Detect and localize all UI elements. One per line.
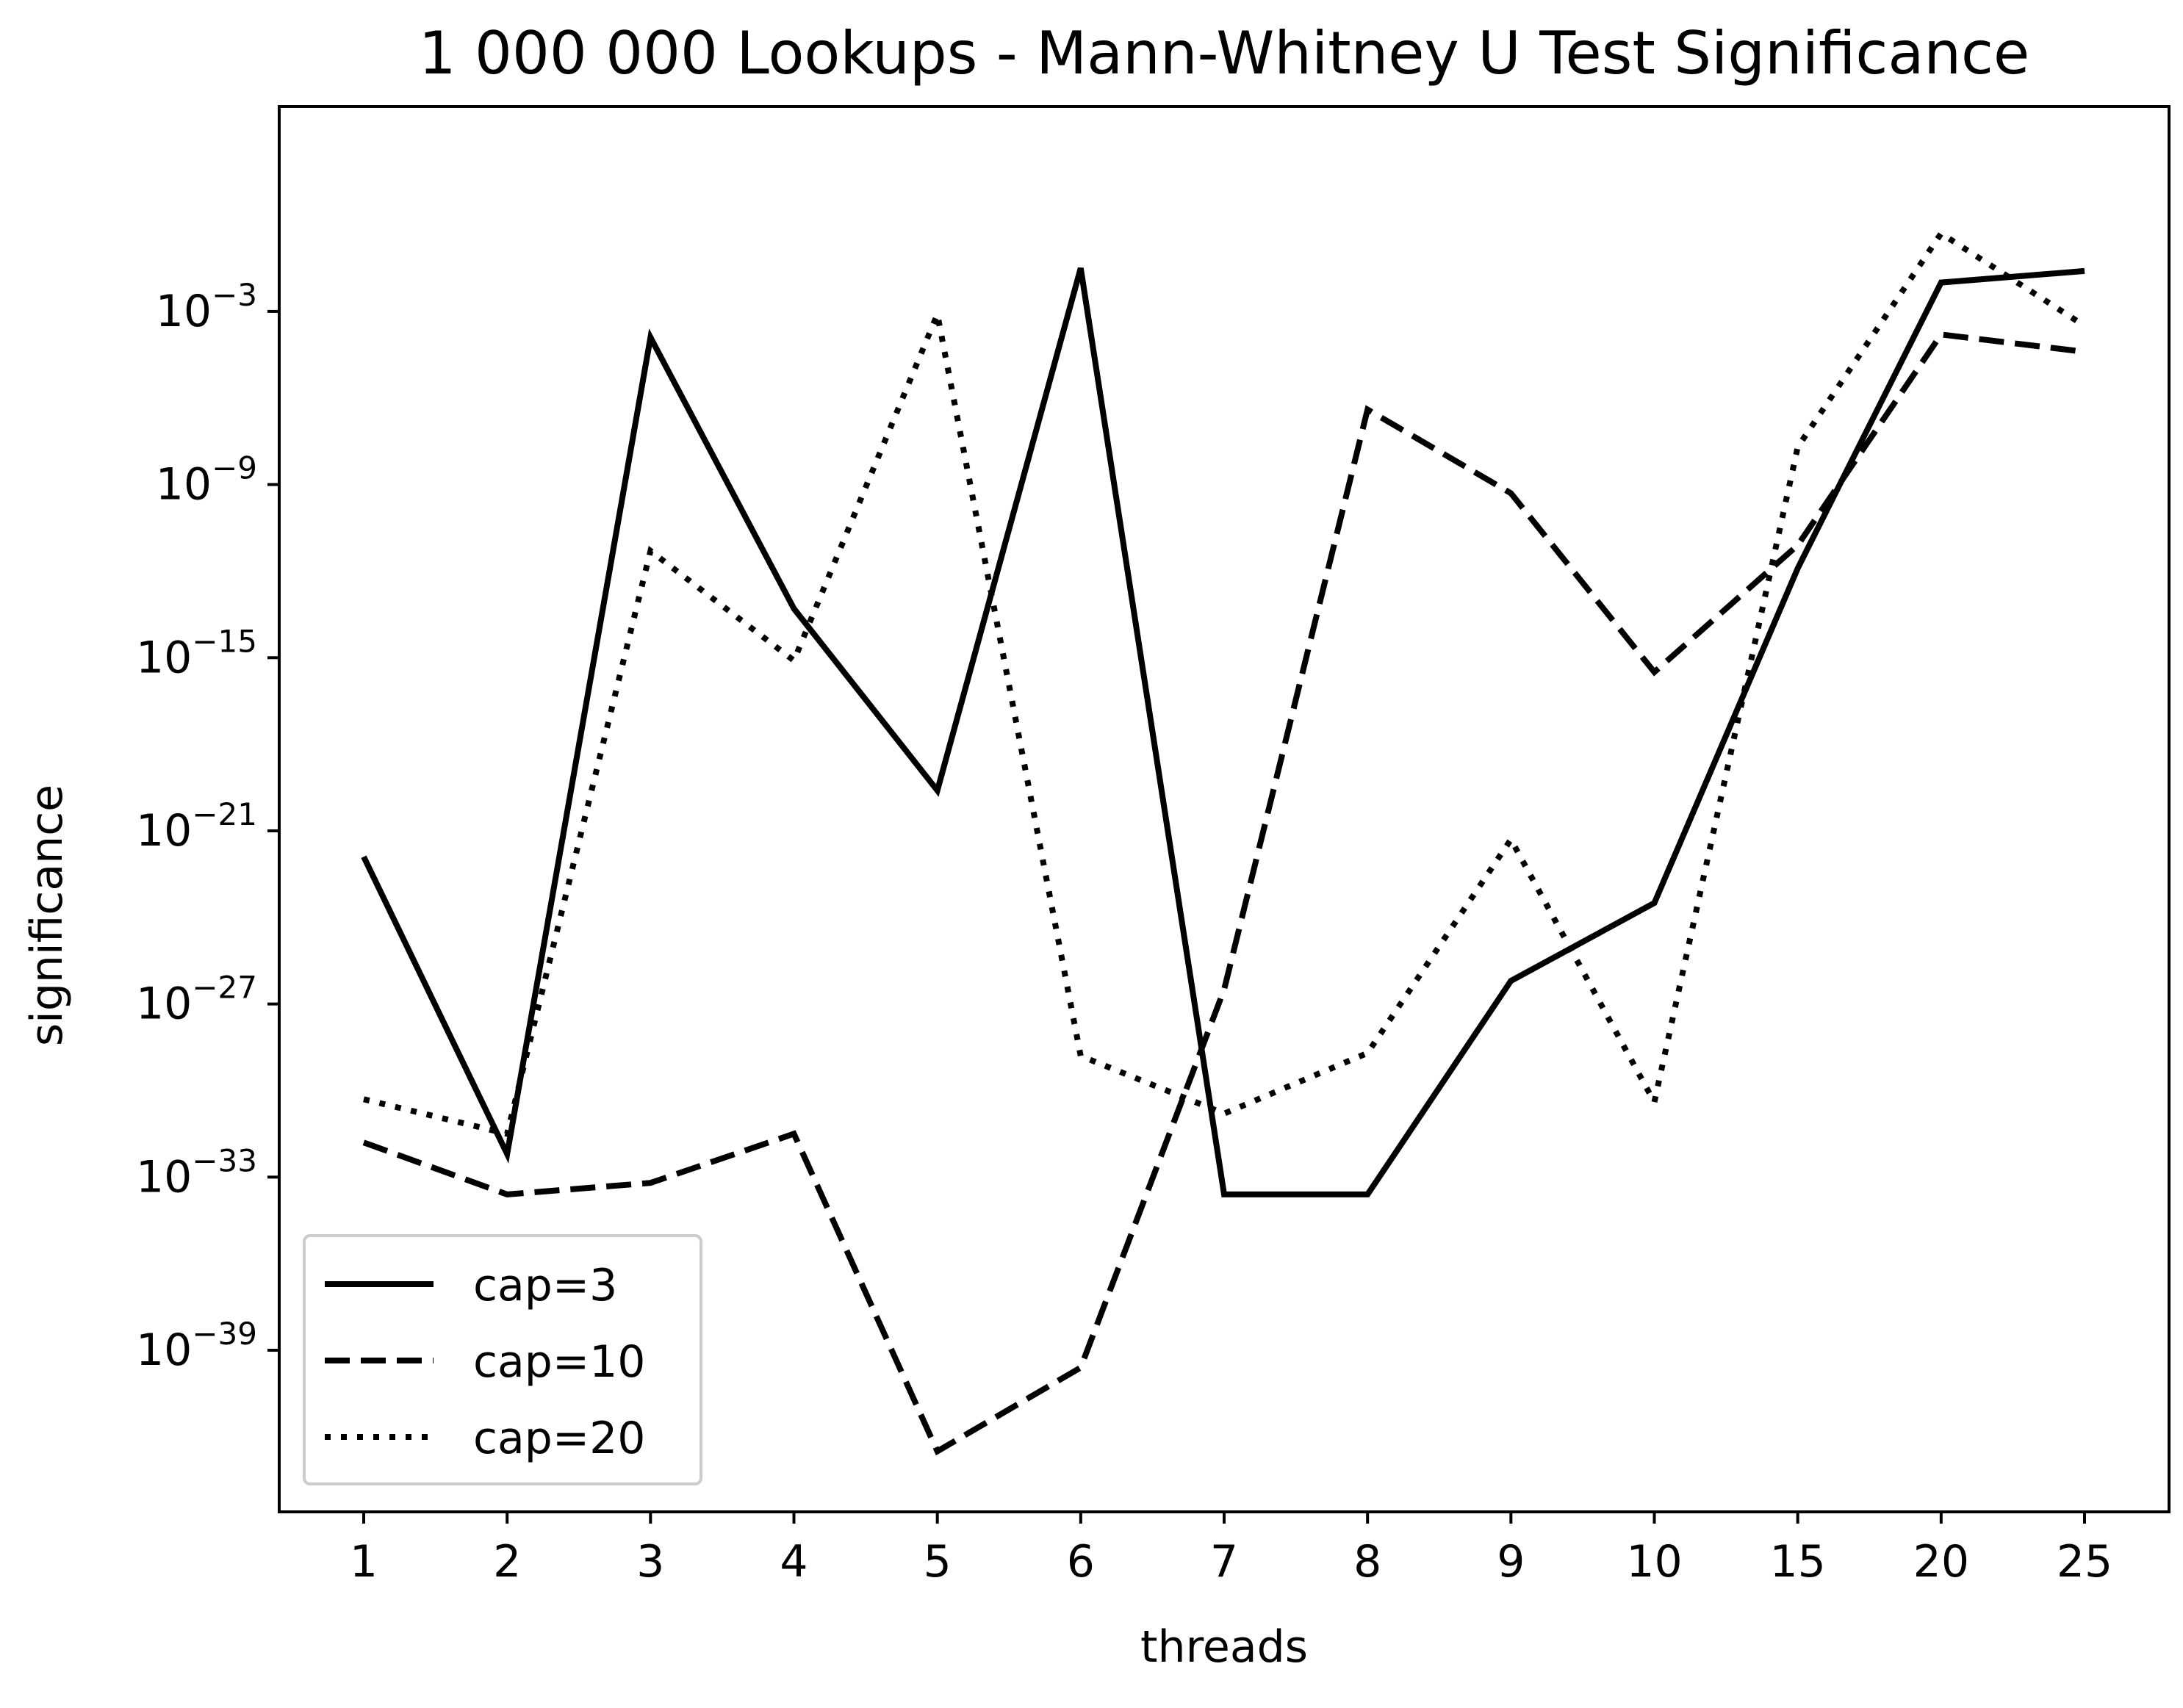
x-tick-label: 1 (350, 1536, 378, 1588)
series-line-cap-3 (361, 267, 2085, 1197)
y-tick-label: 10−9 (156, 450, 257, 511)
x-tick-label: 5 (924, 1536, 952, 1588)
x-tick-label: 2 (493, 1536, 521, 1588)
legend-label: cap=3 (473, 1260, 617, 1311)
legend-label: cap=10 (473, 1336, 645, 1388)
x-tick-label: 9 (1497, 1536, 1525, 1588)
y-tick-label: 10−27 (136, 970, 257, 1030)
x-tick-label: 4 (780, 1536, 808, 1588)
y-tick-label: 10−3 (156, 277, 257, 337)
x-tick-label: 3 (636, 1536, 664, 1588)
x-tick-label: 10 (1626, 1536, 1682, 1588)
x-axis: 1 2 3 4 5 6 7 8 9 10 15 20 25 (350, 1512, 2112, 1588)
y-axis-label: significance (21, 785, 73, 1046)
y-tick-label: 10−15 (136, 623, 257, 683)
y-axis: 10−3 10−9 10−15 10−21 10−27 10−33 10−39 (136, 277, 279, 1376)
x-tick-label: 8 (1353, 1536, 1381, 1588)
legend: cap=3 cap=10 cap=20 (303, 1234, 702, 1485)
x-tick-label: 25 (2057, 1536, 2112, 1588)
x-tick-label: 6 (1067, 1536, 1095, 1588)
x-tick-label: 7 (1210, 1536, 1238, 1588)
y-tick-label: 10−39 (136, 1316, 257, 1376)
y-tick-label: 10−21 (136, 796, 257, 857)
series-line-cap-20 (363, 229, 2087, 1138)
legend-label: cap=20 (473, 1413, 645, 1464)
x-tick-label: 20 (1913, 1536, 1969, 1588)
x-tick-label: 15 (1769, 1536, 1825, 1588)
legend-box (303, 1234, 702, 1485)
y-tick-label: 10−33 (136, 1142, 257, 1203)
chart-title: 1 000 000 Lookups - Mann-Whitney U Test … (419, 19, 2030, 87)
series-line-cap-10 (362, 331, 2085, 1456)
x-axis-label: threads (1140, 1621, 1308, 1673)
